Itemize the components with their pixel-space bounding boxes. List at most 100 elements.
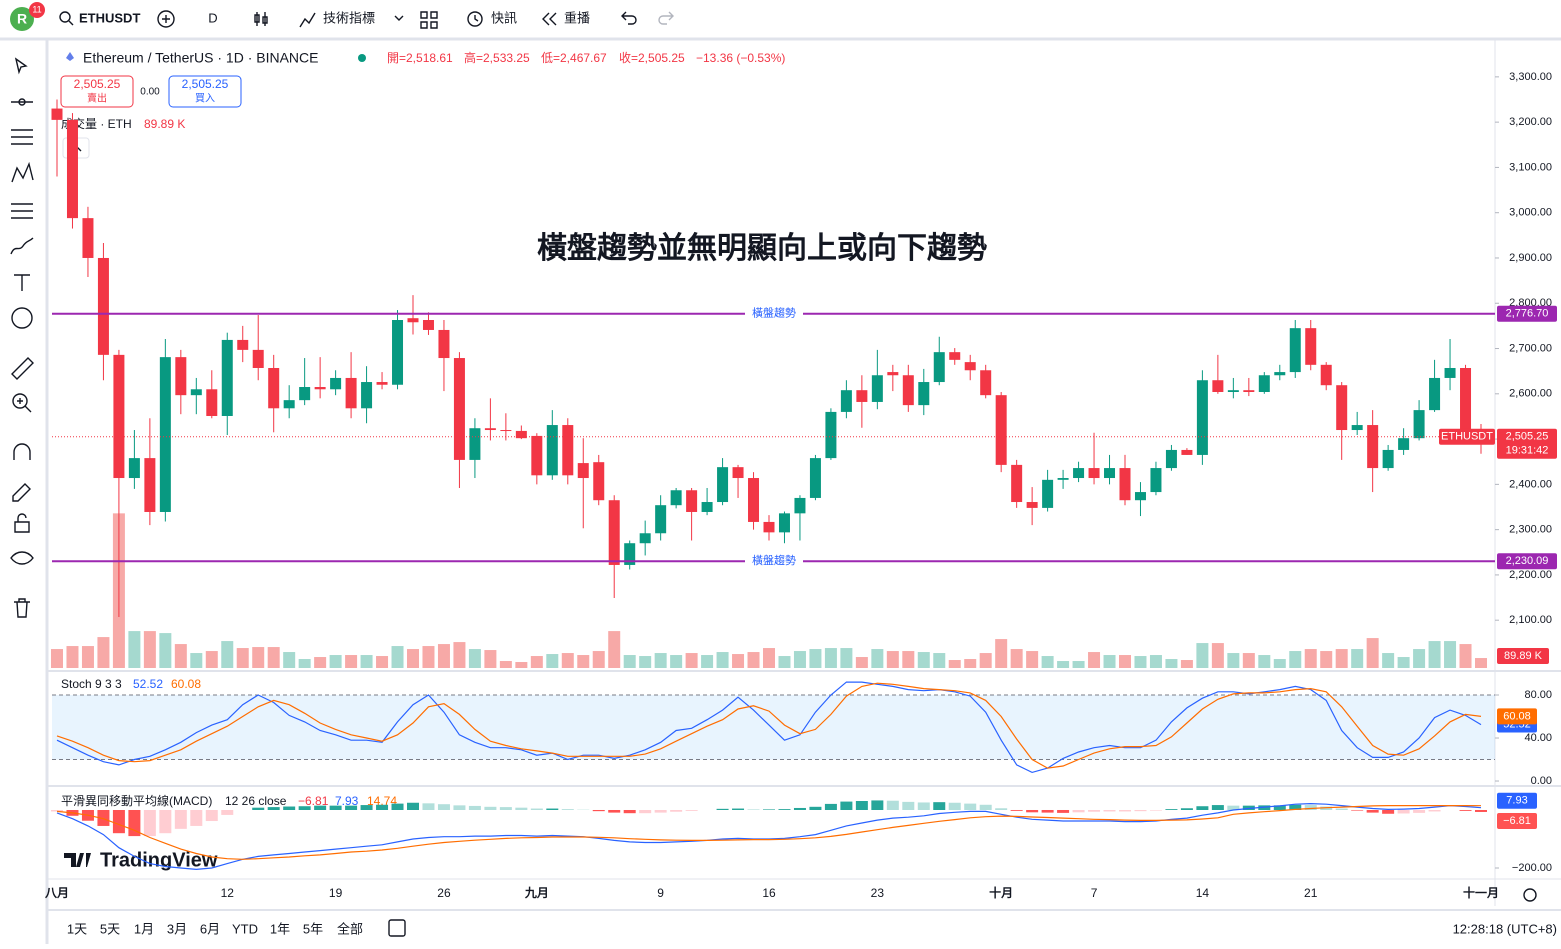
candle-body bbox=[609, 500, 620, 565]
ohlc-open: 開=2,518.61 bbox=[387, 51, 453, 65]
macd-histogram bbox=[639, 810, 651, 813]
volume-bar bbox=[376, 656, 388, 668]
pattern-tool[interactable] bbox=[12, 164, 33, 182]
text-tool[interactable] bbox=[14, 275, 30, 291]
magnet-tool[interactable] bbox=[14, 444, 30, 460]
stoch-legend: Stoch 9 3 3 bbox=[61, 677, 122, 691]
macd-histogram bbox=[1150, 810, 1162, 811]
brush-tool[interactable] bbox=[11, 238, 33, 254]
interval[interactable]: D bbox=[208, 10, 217, 25]
hline-price-label: 2,230.09 bbox=[1506, 555, 1549, 567]
volume-bar bbox=[1057, 661, 1069, 668]
icon-tool[interactable] bbox=[12, 308, 32, 328]
y-tick-label: 2,900.00 bbox=[1509, 252, 1552, 264]
macd-histogram bbox=[407, 803, 419, 810]
range-button[interactable]: 5天 bbox=[100, 921, 120, 936]
ohlc-high: 高=2,533.25 bbox=[464, 50, 530, 65]
symbol[interactable]: ETHUSDT bbox=[79, 10, 140, 25]
macd-histogram bbox=[871, 800, 883, 810]
range-button[interactable]: 5年 bbox=[303, 921, 323, 936]
macd-histogram bbox=[1134, 810, 1146, 811]
candle-body bbox=[841, 390, 852, 412]
macd-histogram bbox=[283, 807, 295, 810]
volume-bar bbox=[51, 649, 63, 668]
measure-tool[interactable] bbox=[12, 358, 33, 379]
lock-tool[interactable] bbox=[15, 514, 29, 532]
sell-label: 賣出 bbox=[87, 92, 107, 105]
date-range[interactable] bbox=[389, 920, 405, 936]
y-tick-label: 2,400.00 bbox=[1509, 478, 1552, 490]
candle-body bbox=[485, 428, 496, 430]
candle-body bbox=[1042, 480, 1053, 508]
volume-bar bbox=[1165, 659, 1177, 668]
cursor-tool[interactable] bbox=[16, 59, 26, 72]
prediction-tool[interactable] bbox=[11, 204, 33, 218]
volume-bar bbox=[1320, 651, 1332, 668]
candle-body bbox=[810, 458, 821, 498]
x-tick-label: 九月 bbox=[524, 885, 549, 900]
hide-tool[interactable] bbox=[11, 552, 33, 564]
volume-bar bbox=[763, 648, 775, 668]
candle-body bbox=[748, 478, 759, 522]
macd-histogram bbox=[515, 808, 527, 810]
macd-histogram bbox=[562, 809, 574, 810]
candle-body bbox=[454, 358, 465, 460]
candle-body bbox=[825, 412, 836, 458]
ohlc-change: −13.36 (−0.53%) bbox=[696, 51, 785, 65]
range-button[interactable]: 3月 bbox=[167, 921, 187, 936]
candle-body bbox=[438, 330, 449, 358]
range-button[interactable]: YTD bbox=[232, 921, 258, 936]
indicators-button[interactable]: 技術指標 bbox=[323, 10, 375, 25]
candle-body bbox=[1073, 468, 1084, 478]
macd-histogram bbox=[330, 806, 342, 810]
volume-bar bbox=[1104, 655, 1116, 668]
volume-bar bbox=[825, 648, 837, 668]
volume-bar bbox=[964, 659, 976, 668]
x-tick-label: 12 bbox=[221, 886, 235, 900]
volume-bar bbox=[608, 631, 620, 668]
x-tick-label: 16 bbox=[762, 886, 776, 900]
replay-button[interactable]: 重播 bbox=[564, 10, 590, 25]
settings[interactable] bbox=[1524, 889, 1536, 901]
macd-histogram bbox=[345, 806, 357, 810]
candle-body bbox=[1027, 502, 1038, 508]
candle-body bbox=[1460, 368, 1471, 432]
volume-bar bbox=[1413, 649, 1425, 668]
candle-body bbox=[671, 490, 682, 505]
candle-body bbox=[113, 355, 124, 478]
alerts-button[interactable]: 快訊 bbox=[491, 10, 517, 25]
macd-histogram bbox=[1429, 810, 1441, 811]
last-symbol: ETHUSDT bbox=[1441, 431, 1493, 443]
volume-bar bbox=[66, 646, 78, 668]
candle-body bbox=[67, 120, 78, 218]
fib-tool[interactable] bbox=[11, 130, 33, 144]
macd-histogram bbox=[469, 806, 481, 810]
volume-bar bbox=[1258, 655, 1270, 668]
volume-bar bbox=[1011, 649, 1023, 668]
last-price-label: 2,505.25 bbox=[1506, 431, 1549, 443]
line-tool[interactable] bbox=[11, 99, 33, 105]
x-tick-label: 23 bbox=[871, 886, 885, 900]
volume-bar bbox=[1305, 649, 1317, 668]
delete-tool[interactable] bbox=[14, 599, 30, 617]
macd-histogram bbox=[670, 810, 682, 812]
range-button[interactable]: 6月 bbox=[200, 921, 220, 936]
candle-body bbox=[733, 467, 744, 478]
range-button[interactable]: 1年 bbox=[270, 921, 290, 936]
macd-line bbox=[57, 804, 1481, 870]
macd-histogram bbox=[1119, 810, 1131, 811]
candle-body bbox=[1150, 468, 1161, 492]
y-tick-label: 3,100.00 bbox=[1509, 161, 1552, 173]
volume-bar bbox=[918, 652, 930, 668]
candle-body bbox=[52, 109, 63, 120]
range-button[interactable]: 1天 bbox=[67, 921, 87, 936]
volume-bar bbox=[453, 642, 465, 668]
range-button[interactable]: 1月 bbox=[134, 921, 154, 936]
candle-body bbox=[191, 389, 202, 395]
volume-bar bbox=[593, 651, 605, 668]
draw-mode[interactable] bbox=[13, 484, 30, 501]
candle-body bbox=[346, 378, 357, 408]
volume-bar bbox=[206, 651, 218, 668]
range-button[interactable]: 全部 bbox=[337, 921, 363, 936]
volume-bar bbox=[252, 647, 264, 668]
